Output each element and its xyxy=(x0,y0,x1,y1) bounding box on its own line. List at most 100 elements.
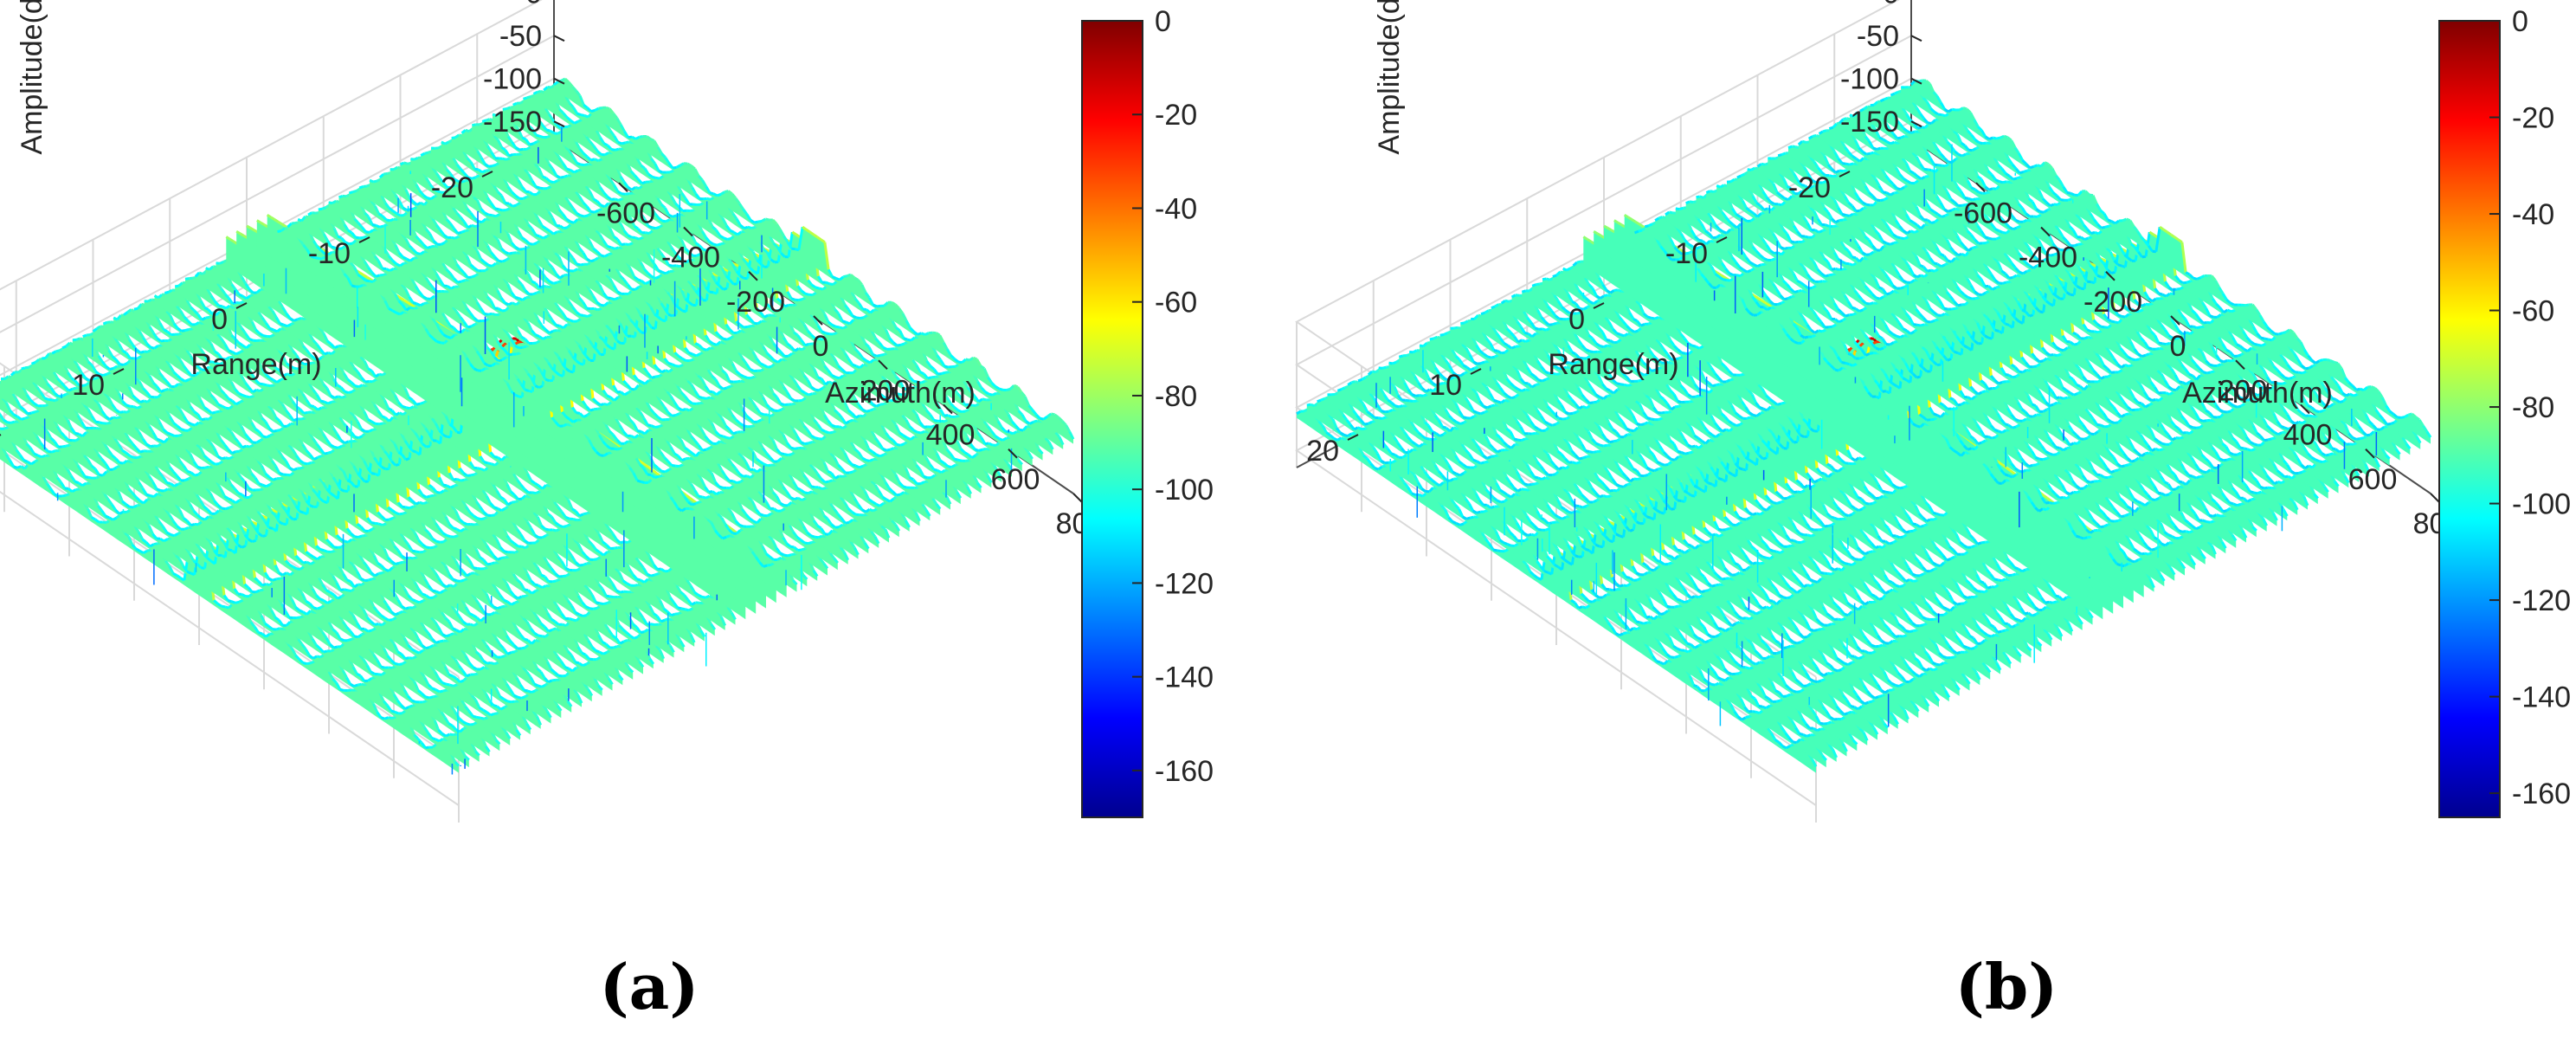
surface-segment xyxy=(239,600,242,602)
surface-segment xyxy=(252,540,255,541)
surface-segment xyxy=(440,691,443,692)
surface-segment xyxy=(232,602,235,603)
surface-segment xyxy=(164,389,168,390)
surface-segment xyxy=(470,724,473,725)
surface-segment xyxy=(139,551,143,552)
surface-segment xyxy=(453,629,456,630)
surface-segment xyxy=(307,462,311,463)
surface-segment xyxy=(273,479,276,481)
surface-segment xyxy=(311,405,314,406)
surface-segment xyxy=(378,674,382,675)
surface-segment xyxy=(340,689,344,690)
surface-segment xyxy=(447,585,450,587)
surface-segment xyxy=(256,441,260,442)
surface-segment xyxy=(491,563,494,564)
surface-segment xyxy=(507,653,511,655)
surface-segment xyxy=(399,562,402,563)
surface-segment xyxy=(545,529,549,530)
surface-segment xyxy=(138,456,141,458)
surface-segment xyxy=(507,701,511,702)
surface-segment xyxy=(409,658,412,659)
surface-segment xyxy=(515,395,518,397)
surface-segment xyxy=(298,318,301,319)
surface-segment xyxy=(14,467,17,468)
surface-segment xyxy=(437,342,441,343)
surface-segment xyxy=(304,463,307,464)
surface-segment xyxy=(471,474,474,475)
surface-segment xyxy=(263,436,267,437)
surface-segment xyxy=(269,527,273,528)
surface-segment xyxy=(184,527,188,529)
surface-segment xyxy=(226,458,229,459)
surface-segment xyxy=(269,578,273,580)
surface-segment xyxy=(355,436,358,437)
surface-segment xyxy=(335,346,338,348)
surface-segment xyxy=(449,674,453,676)
surface-segment xyxy=(375,523,378,524)
surface-segment xyxy=(406,408,409,409)
surface-segment xyxy=(634,584,638,585)
surface-segment xyxy=(563,675,566,676)
surface-segment xyxy=(416,403,420,404)
surface-segment xyxy=(763,565,767,566)
surface-segment xyxy=(460,580,464,581)
surface-segment xyxy=(542,685,545,687)
surface-segment xyxy=(310,506,313,507)
surface-segment xyxy=(542,536,545,538)
surface-segment xyxy=(576,612,579,614)
surface-segment xyxy=(358,436,362,438)
surface-segment xyxy=(164,292,168,293)
surface-segment xyxy=(362,684,365,685)
surface-segment xyxy=(320,599,324,601)
surface-segment xyxy=(188,423,191,424)
surface-segment xyxy=(511,701,514,702)
surface-segment xyxy=(498,607,501,609)
surface-segment xyxy=(624,542,628,543)
surface-segment xyxy=(460,480,464,481)
surface-segment xyxy=(616,590,620,592)
surface-segment xyxy=(24,461,28,462)
surface-segment xyxy=(178,483,182,484)
surface-segment xyxy=(576,662,579,663)
surface-segment xyxy=(334,447,338,448)
surface-segment xyxy=(228,550,231,551)
surface-segment xyxy=(705,596,709,597)
surface-segment xyxy=(370,281,373,282)
surface-segment xyxy=(423,502,427,504)
surface-segment xyxy=(151,446,154,447)
surface-segment xyxy=(576,569,580,571)
surface-segment xyxy=(498,508,501,510)
surface-segment xyxy=(326,590,330,592)
surface-segment xyxy=(620,642,623,643)
surface-segment xyxy=(220,261,223,263)
surface-segment xyxy=(494,612,498,613)
surface-segment xyxy=(354,636,357,637)
surface-segment xyxy=(494,662,498,664)
surface-segment xyxy=(447,535,450,536)
surface-segment xyxy=(480,718,484,719)
surface-segment xyxy=(327,601,331,603)
surface-segment xyxy=(552,581,556,582)
surface-segment xyxy=(325,352,328,353)
surface-segment xyxy=(229,457,233,459)
surface-segment xyxy=(521,697,525,699)
surface-segment xyxy=(320,549,324,550)
surface-segment xyxy=(494,456,498,457)
surface-segment xyxy=(661,620,665,622)
surface-segment xyxy=(478,468,481,469)
surface-segment xyxy=(119,512,123,513)
surface-segment xyxy=(671,614,674,615)
surface-segment xyxy=(348,639,351,640)
surface-segment xyxy=(453,579,456,581)
surface-segment xyxy=(246,497,249,498)
surface-segment xyxy=(414,307,417,308)
surface-segment xyxy=(446,684,449,685)
surface-segment xyxy=(443,690,447,691)
surface-segment xyxy=(240,400,243,402)
surface-segment xyxy=(21,418,24,419)
surface-segment xyxy=(477,717,480,718)
surface-segment xyxy=(564,424,567,426)
surface-segment xyxy=(546,485,550,486)
surface-segment xyxy=(443,485,447,486)
surface-segment xyxy=(250,396,254,397)
